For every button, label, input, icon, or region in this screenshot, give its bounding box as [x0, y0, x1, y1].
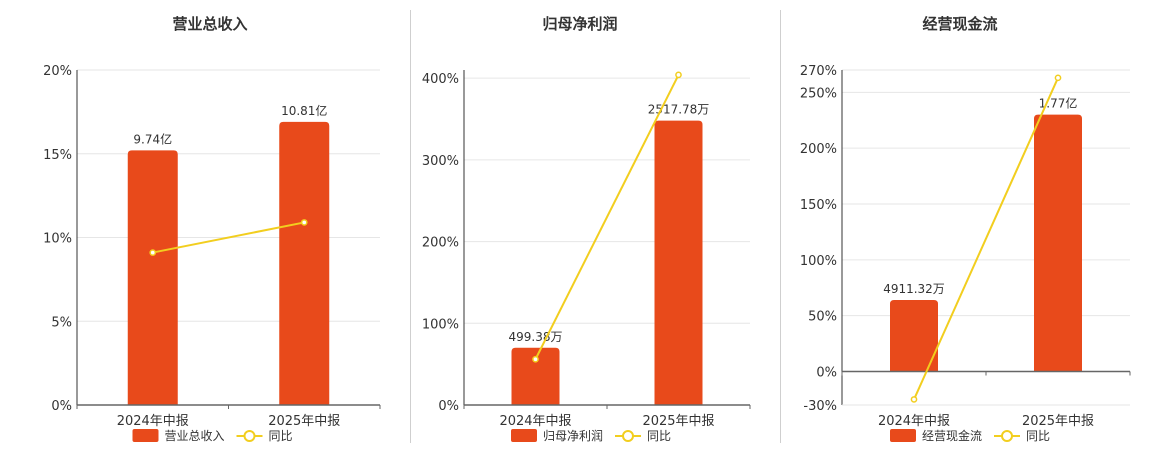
chart-revenue: 营业总收入 0% 5% 10% 15% 20% 9.74亿 10.81亿 2024年中报 2025… — [43, 15, 381, 443]
bar — [279, 121, 330, 406]
yoy-line — [913, 77, 1059, 400]
x-category-label: 2025年中报 — [268, 414, 340, 429]
bar-data-label: 499.38万 — [509, 330, 563, 344]
y-tick-label: 0% — [438, 399, 459, 414]
y-tick-label: 0% — [51, 399, 72, 414]
y-tick-label: 150% — [800, 198, 837, 213]
y-tick-label: 20% — [43, 64, 72, 79]
chart-title: 经营现金流 — [922, 15, 997, 33]
yoy-point — [300, 219, 308, 226]
y-tick-label: 100% — [422, 317, 459, 332]
y-tick-label: 400% — [422, 72, 459, 87]
chart-panel-revenue: 营业总收入 0% 5% 10% 15% 20% 9.74亿 10.81亿 2024年中报 2025… — [0, 0, 400, 450]
chart-panel-net-profit: 归母净利润 0% 100% 200% 300% 400% 499.38万 2517.78万 20… — [400, 0, 780, 450]
chart-title: 归母净利润 — [542, 15, 617, 33]
y-tick-label: 200% — [422, 236, 459, 251]
yoy-line — [534, 74, 680, 360]
legend-bar-swatch — [511, 429, 537, 442]
legend-line-label: 同比 — [1026, 429, 1050, 443]
y-tick-label: -30% — [803, 399, 837, 414]
y-tick-label: 300% — [422, 154, 459, 169]
bar-data-label: 10.81亿 — [281, 103, 327, 118]
yoy-point — [149, 249, 157, 256]
y-tick-label: 0% — [816, 366, 837, 381]
y-tick-label: 15% — [43, 148, 72, 163]
bar — [127, 150, 178, 405]
bar-data-label: 4911.32万 — [883, 282, 945, 296]
legend-bar-swatch — [890, 429, 916, 442]
chart-net-profit: 归母净利润 0% 100% 200% 300% 400% 499.38万 2517.78万 20… — [422, 15, 751, 443]
chart-title: 营业总收入 — [172, 15, 247, 33]
bar-data-label: 2517.78万 — [648, 103, 710, 117]
x-category-label: 2024年中报 — [878, 414, 950, 429]
y-tick-label: 100% — [800, 254, 837, 269]
legend-line-marker — [243, 430, 256, 442]
y-tick-label: 270% — [800, 64, 837, 79]
chart-panel-cash-flow: 经营现金流 -30% 0% 50% 100% 150% 200% 250% 270% 4911.3… — [780, 0, 1160, 450]
legend-line-label: 同比 — [647, 429, 671, 443]
legend-bar-label: 归母净利润 — [543, 429, 603, 443]
x-category-label: 2025年中报 — [642, 414, 714, 429]
legend-line-marker — [1001, 430, 1013, 442]
bar — [1034, 114, 1082, 372]
legend-line-label: 同比 — [269, 429, 293, 443]
legend-bar-label: 经营现金流 — [922, 428, 982, 443]
yoy-point — [675, 71, 682, 79]
y-tick-label: 50% — [808, 310, 837, 325]
legend-line-marker — [622, 430, 634, 442]
y-tick-label: 250% — [800, 86, 837, 101]
bar — [890, 300, 938, 372]
y-tick-label: 5% — [51, 315, 72, 330]
chart-cash-flow: 经营现金流 -30% 0% 50% 100% 150% 200% 250% 270% 4911.3… — [800, 15, 1131, 443]
bar — [511, 347, 560, 405]
panel-divider — [780, 10, 781, 443]
legend-bar-swatch — [132, 429, 159, 442]
y-tick-label: 10% — [43, 232, 72, 247]
x-category-label: 2025年中报 — [1022, 414, 1094, 429]
yoy-line — [152, 221, 305, 254]
panel-divider — [410, 10, 411, 443]
y-tick-label: 200% — [800, 142, 837, 157]
yoy-point — [910, 396, 918, 403]
legend-bar-label: 营业总收入 — [165, 429, 225, 443]
yoy-point — [1054, 74, 1062, 82]
x-category-label: 2024年中报 — [499, 414, 571, 429]
bar — [654, 120, 703, 405]
bar-data-label: 9.74亿 — [133, 131, 172, 146]
yoy-point — [532, 355, 539, 363]
x-category-label: 2024年中报 — [117, 414, 189, 429]
